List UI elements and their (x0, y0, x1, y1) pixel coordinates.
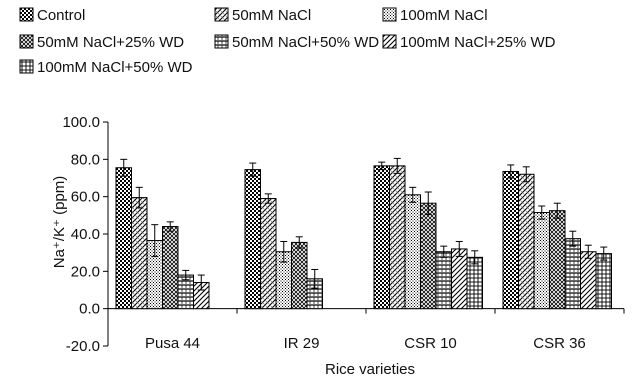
bar-100mm-nacl-25-wd-csr-36 (580, 251, 597, 310)
error-bar-100mm-nacl-csr-36 (538, 205, 546, 220)
error-bar-control-csr-10 (378, 161, 386, 171)
error-bar-control-csr-36 (507, 164, 515, 179)
legend-swatch (19, 34, 34, 49)
legend-label: 100mM NaCl (400, 7, 488, 24)
error-bar-100mm-nacl-csr-10 (409, 186, 417, 203)
error-bar-100mm-nacl-25-wd-csr-10 (455, 240, 463, 257)
bar-50mm-nacl-25-wd-csr-36 (549, 210, 566, 310)
error-bar-50mm-nacl-csr-36 (522, 166, 530, 183)
error-bar-50mm-nacl-ir-29 (264, 193, 272, 204)
legend-swatch (214, 7, 229, 22)
bar-100mm-nacl-50-wd-csr-10 (466, 256, 483, 310)
error-bar-50mm-nacl-25-wd-ir-29 (295, 236, 303, 249)
error-bar-50mm-nacl-50-wd-csr-36 (569, 230, 577, 247)
legend-label: 50mM NaCl+25% WD (37, 34, 184, 51)
legend-swatch (214, 34, 229, 49)
error-bar-50mm-nacl-csr-10 (393, 157, 401, 174)
legend-item-control: Control (19, 7, 85, 24)
bar-50mm-nacl-50-wd-csr-36 (564, 238, 581, 310)
y-axis-title: Na⁺/K⁺ (ppm) (51, 176, 68, 269)
legend-item-50mm-nacl: 50mM NaCl (214, 7, 311, 24)
bar-control-ir-29 (244, 169, 261, 310)
bar-50mm-nacl-25-wd-ir-29 (291, 241, 308, 310)
bar-100mm-nacl-25-wd-csr-10 (451, 248, 468, 310)
error-bar-50mm-nacl-50-wd-csr-10 (440, 245, 448, 258)
error-bar-50mm-nacl-50-wd-ir-29 (311, 268, 319, 289)
bar-group-pusa-44 (115, 158, 210, 310)
bar-100mm-nacl-csr-10 (404, 194, 421, 310)
error-bar-100mm-nacl-25-wd-pusa-44 (197, 274, 205, 291)
error-bar-100mm-nacl-50-wd-csr-36 (600, 246, 608, 261)
legend-label: 100mM NaCl+25% WD (400, 34, 556, 51)
bar-100mm-nacl-csr-36 (533, 212, 550, 310)
bar-group-csr-36 (502, 164, 612, 310)
y-tick-label: 20.0 (71, 263, 100, 280)
legend-item-50mm-nacl-25-wd: 50mM NaCl+25% WD (19, 34, 184, 51)
y-tick-label: 60.0 (71, 189, 100, 206)
legend-swatch (382, 34, 397, 49)
bar-50mm-nacl-25-wd-pusa-44 (162, 226, 179, 310)
bar-50mm-nacl-csr-10 (389, 165, 406, 310)
legend-swatch (382, 7, 397, 22)
error-bar-100mm-nacl-50-wd-csr-10 (471, 250, 479, 265)
error-bar-50mm-nacl-pusa-44 (135, 186, 143, 209)
legend-label: 50mM NaCl+50% WD (232, 34, 379, 51)
error-bar-control-pusa-44 (120, 158, 128, 177)
x-tick-label: CSR 10 (404, 335, 457, 352)
legend-label: 100mM NaCl+50% WD (37, 59, 193, 76)
bar-50mm-nacl-ir-29 (260, 198, 277, 310)
bar-50mm-nacl-50-wd-csr-10 (435, 251, 452, 310)
y-tick-label: 0.0 (79, 301, 100, 318)
plot-area: -20.0 0.0 20.0 40.0 60.0 80.0 100.0 Pusa 44 IR 2… (62, 114, 625, 355)
bar-50mm-nacl-pusa-44 (131, 197, 148, 310)
bar-50mm-nacl-25-wd-csr-10 (420, 202, 437, 310)
legend-swatch (19, 7, 34, 22)
y-tick-label: 80.0 (71, 151, 100, 168)
bar-group-ir-29 (244, 162, 323, 310)
error-bar-100mm-nacl-ir-29 (280, 240, 288, 263)
error-bar-50mm-nacl-25-wd-pusa-44 (166, 221, 174, 232)
x-tick-label: IR 29 (284, 335, 320, 352)
y-tick-label: 40.0 (71, 226, 100, 243)
bar-50mm-nacl-csr-36 (518, 173, 535, 310)
error-bar-control-ir-29 (249, 162, 257, 177)
error-bar-50mm-nacl-50-wd-pusa-44 (182, 269, 190, 281)
x-tick-label: CSR 36 (533, 335, 586, 352)
y-tick-label: -20.0 (66, 338, 100, 355)
error-bar-100mm-nacl-25-wd-csr-36 (584, 244, 592, 259)
legend: Control 50mM NaCl 100mM NaCl 50mM NaCl+25% … (19, 7, 556, 76)
y-tick-label: 100.0 (62, 114, 100, 131)
error-bar-50mm-nacl-25-wd-csr-10 (424, 191, 432, 215)
legend-label: Control (37, 7, 85, 24)
legend-label: 50mM NaCl (232, 7, 311, 24)
legend-item-100mm-nacl: 100mM NaCl (382, 7, 488, 24)
bar-control-csr-10 (373, 165, 390, 310)
legend-item-100mm-nacl-25-wd: 100mM NaCl+25% WD (382, 34, 556, 51)
error-bar-50mm-nacl-25-wd-csr-36 (553, 202, 561, 219)
bar-100mm-nacl-50-wd-csr-36 (595, 253, 612, 310)
bar-control-pusa-44 (115, 167, 132, 310)
legend-swatch (19, 59, 34, 74)
legend-item-50mm-nacl-50-wd: 50mM NaCl+50% WD (214, 34, 379, 51)
x-axis-title: Rice varieties (325, 361, 415, 378)
x-tick-label: Pusa 44 (145, 335, 200, 352)
bar-control-csr-36 (502, 170, 519, 310)
legend-item-100mm-nacl-50-wd: 100mM NaCl+50% WD (19, 59, 193, 76)
bar-group-csr-10 (373, 157, 483, 310)
error-bar-100mm-nacl-pusa-44 (151, 224, 159, 257)
